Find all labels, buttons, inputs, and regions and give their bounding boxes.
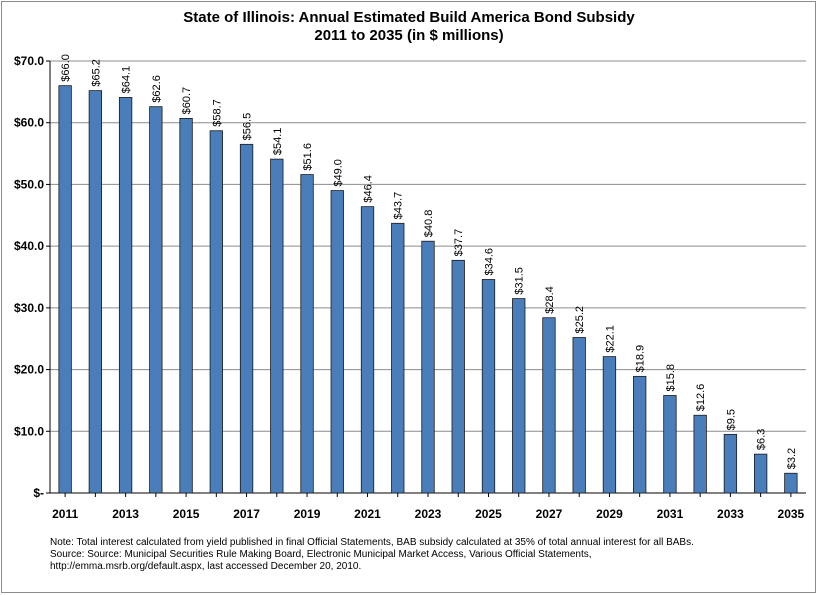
bar-value-label: $66.0 — [60, 54, 72, 82]
bar — [784, 472, 798, 494]
bar-value-label: $9.5 — [725, 409, 737, 430]
bar-value-label: $65.2 — [90, 59, 102, 87]
bar — [118, 97, 133, 494]
y-tick-label: $- — [33, 486, 44, 500]
x-tick-label: 2017 — [233, 507, 260, 521]
bar-value-label: $43.7 — [393, 192, 405, 220]
y-tick-label: $20.0 — [14, 363, 44, 377]
bar — [330, 190, 344, 494]
x-tick-label: 2011 — [52, 507, 78, 521]
y-tick-label: $10.0 — [14, 424, 44, 438]
bar-value-label: $51.6 — [302, 143, 314, 171]
bar-value-label: $46.4 — [363, 175, 375, 203]
bar-value-label: $15.8 — [665, 364, 677, 392]
chart-note: Note: Total interest calculated from yie… — [50, 537, 790, 573]
bar-value-label: $60.7 — [181, 87, 193, 115]
x-tick-label: 2023 — [415, 507, 442, 521]
bar — [209, 130, 223, 494]
bar — [663, 395, 677, 494]
bar — [58, 85, 72, 494]
x-tick-label: 2015 — [173, 507, 200, 521]
x-tick-label: 2027 — [536, 507, 563, 521]
bar-value-label: $6.3 — [756, 429, 768, 450]
bar-value-label: $40.8 — [423, 210, 435, 238]
bar-value-label: $54.1 — [272, 128, 284, 156]
x-tick-label: 2031 — [657, 507, 684, 521]
bar — [300, 174, 314, 494]
bar — [421, 240, 435, 494]
bar — [693, 414, 707, 494]
bar — [451, 259, 465, 494]
note-line-1: Note: Total interest calculated from yie… — [50, 537, 694, 548]
bar — [602, 356, 617, 494]
y-tick-label: $40.0 — [14, 239, 44, 253]
bar-value-label: $28.4 — [544, 286, 556, 314]
x-tick-label: 2025 — [475, 507, 502, 521]
note-line-3: http://emma.msrb.org/default.aspx, last … — [50, 561, 362, 572]
bar-value-label: $62.6 — [151, 75, 163, 103]
chart-title: State of Illinois: Annual Estimated Buil… — [183, 9, 635, 26]
bar — [149, 106, 163, 494]
y-tick-label: $30.0 — [14, 301, 44, 315]
x-tick-label: 2029 — [596, 507, 623, 521]
bar — [88, 90, 103, 494]
bar-value-label: $25.2 — [574, 306, 586, 334]
bar-value-label: $3.2 — [786, 448, 798, 469]
bar — [360, 206, 375, 494]
bar — [512, 298, 526, 494]
bar-value-label: $18.9 — [635, 345, 647, 373]
bar-value-label: $31.5 — [514, 267, 526, 295]
bar — [481, 279, 496, 494]
bar — [179, 117, 193, 494]
bar-value-label: $64.1 — [121, 66, 133, 94]
bar — [391, 222, 405, 494]
bar-value-label: $58.7 — [211, 99, 223, 127]
note-line-2: Source: Source: Municipal Securities Rul… — [50, 549, 592, 560]
bar-value-label: $22.1 — [604, 325, 616, 353]
bar — [572, 337, 586, 494]
bar — [723, 433, 738, 494]
bar-value-label: $56.5 — [242, 113, 254, 141]
bar-value-label: $49.0 — [332, 159, 344, 187]
bar — [270, 158, 284, 494]
bar-value-label: $12.6 — [695, 384, 707, 412]
y-tick-label: $60.0 — [14, 116, 44, 130]
chart-subtitle: 2011 to 2035 (in $ millions) — [314, 27, 504, 44]
bar — [542, 317, 556, 494]
x-tick-label: 2021 — [354, 507, 381, 521]
x-tick-label: 2035 — [778, 507, 805, 521]
y-tick-label: $70.0 — [14, 54, 44, 68]
x-tick-label: 2013 — [112, 507, 139, 521]
bar — [753, 453, 768, 494]
chart-title-block: State of Illinois: Annual Estimated Buil… — [0, 9, 818, 45]
x-tick-label: 2019 — [294, 507, 321, 521]
y-tick-label: $50.0 — [14, 177, 44, 191]
bar — [239, 143, 254, 494]
bar-value-label: $34.6 — [483, 248, 495, 276]
x-tick-label: 2033 — [717, 507, 744, 521]
bar — [633, 375, 647, 494]
bar-value-label: $37.7 — [453, 229, 465, 257]
